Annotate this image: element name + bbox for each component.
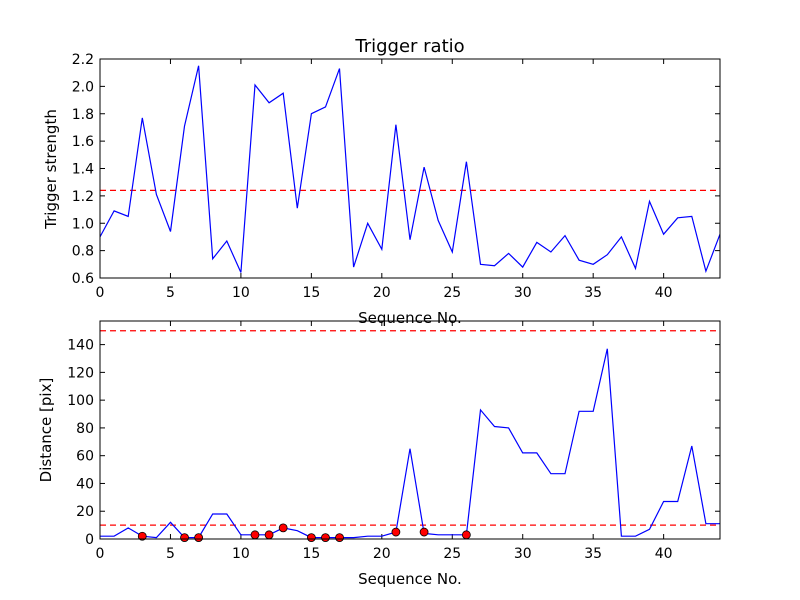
marker-layer [137,523,471,543]
y-tick-label: 1.0 [72,216,94,232]
data-marker [278,523,288,533]
x-tick-label: 15 [302,546,320,562]
series-line [100,348,720,539]
x-tick-label: 5 [166,546,175,562]
chart-title: Trigger ratio [354,36,464,57]
x-tick-label: 30 [514,546,532,562]
y-tick-label: 80 [76,421,94,437]
data-marker [264,530,274,540]
data-marker [194,533,204,543]
x-tick-label: 15 [302,285,320,301]
y-tick-label: 0 [85,532,94,548]
x-tick-label: 0 [96,285,105,301]
y-axis-label: Distance [pix] [37,378,55,483]
data-marker [306,533,316,543]
x-tick-label: 10 [232,285,250,301]
x-axis-label: Sequence No. [358,309,462,327]
data-marker [461,530,471,540]
y-tick-label: 100 [67,393,94,409]
tick-layer: 0 5 10 15 20 25 30 35 40 0.6 0.8 1.0 1.2 1.4 1.6 1.8 2.0… [72,52,720,301]
x-tick-label: 5 [166,285,175,301]
series-layer [100,348,720,539]
x-tick-label: 35 [584,546,602,562]
y-tick-label: 0.8 [72,244,94,260]
y-tick-label: 40 [76,476,94,492]
trigger-ratio-chart: Trigger ratio Sequence No. Trigger stren… [42,36,721,327]
x-tick-label: 35 [584,285,602,301]
y-tick-label: 2.0 [72,79,94,95]
x-tick-label: 0 [96,546,105,562]
y-tick-label: 20 [76,504,94,520]
distance-chart: Sequence No. Distance [pix] 0 5 10 15 20 25 30… [37,320,721,588]
data-marker [391,527,401,537]
data-marker [180,533,189,543]
y-tick-label: 0.6 [72,271,94,287]
x-tick-label: 30 [514,285,532,301]
reference-line-layer [100,330,720,526]
x-tick-label: 10 [232,546,250,562]
y-tick-label: 120 [67,365,94,381]
plot-frame [99,58,721,279]
y-tick-label: 60 [76,449,94,465]
y-tick-label: 1.6 [72,134,94,150]
x-tick-label: 20 [373,546,391,562]
x-tick-label: 20 [373,285,391,301]
data-marker [321,533,330,543]
x-tick-label: 25 [443,285,461,301]
data-marker [137,531,147,541]
series-layer [99,65,721,274]
y-tick-label: 1.2 [72,189,94,205]
x-tick-label: 40 [655,546,673,562]
x-axis-label: Sequence No. [358,570,462,588]
data-marker [335,533,344,543]
data-marker [419,527,429,537]
x-tick-label: 40 [655,285,673,301]
y-tick-label: 1.8 [72,107,94,123]
data-marker [250,530,260,540]
y-axis-label: Trigger strength [42,109,60,230]
tick-layer: 0 5 10 15 20 25 30 35 40 0 20 40 60 80 100 120 140 [67,321,720,562]
y-tick-label: 1.4 [72,162,94,178]
y-tick-label: 140 [67,338,94,354]
series-line [99,65,721,274]
y-tick-label: 2.2 [72,52,94,68]
x-tick-label: 25 [443,546,461,562]
plot-frame [99,320,721,540]
